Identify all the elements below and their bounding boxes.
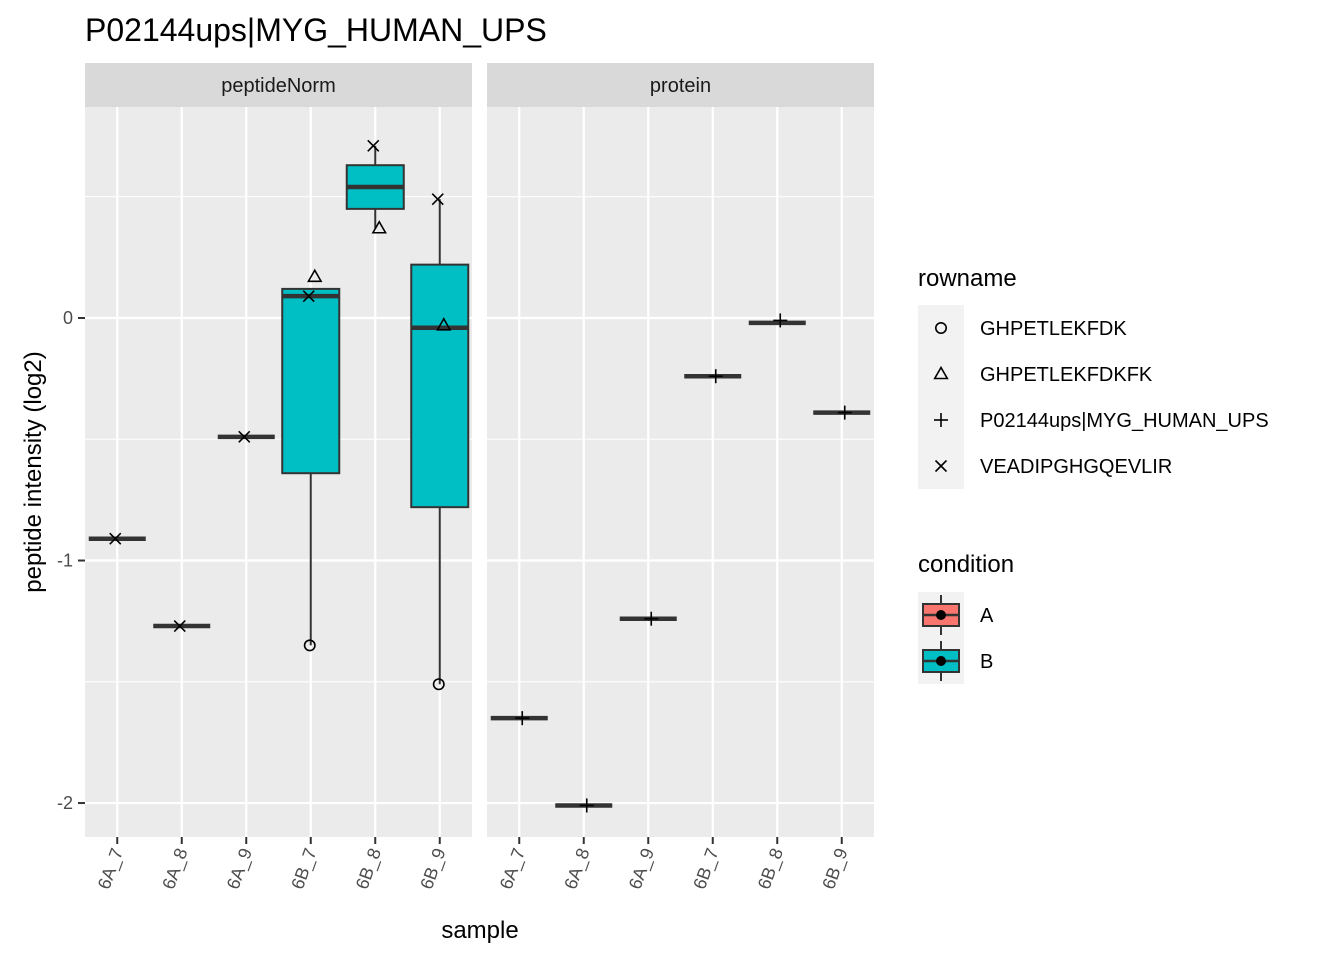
x-tick-label: 6A_7: [496, 846, 530, 893]
y-axis-title: peptide intensity (log2): [20, 351, 47, 592]
point-6A_7: [109, 532, 122, 545]
legend-rowname-entry: P02144ups|MYG_HUMAN_UPS: [934, 410, 1269, 432]
legend-rowname-entry: GHPETLEKFDKFK: [933, 364, 1153, 386]
x-tick-label: 6B_8: [352, 846, 386, 893]
x-tick-label: 6B_9: [416, 846, 450, 893]
box-6B_8: [345, 145, 405, 229]
legend-label: P02144ups|MYG_HUMAN_UPS: [980, 410, 1269, 432]
box-body: [410, 263, 470, 509]
legend-key-cross: [934, 459, 948, 473]
point-6A_9: [238, 430, 251, 443]
legend-condition: condition A B: [918, 551, 1014, 684]
legend-label: GHPETLEKFDK: [980, 318, 1127, 340]
panel-protein: protein: [487, 63, 874, 837]
x-tick-label: 6A_8: [158, 846, 192, 893]
y-tick-label: -1: [57, 551, 73, 571]
point-6A_8: [173, 619, 186, 633]
point-6B_9: [431, 193, 444, 206]
legend-condition-title: condition: [918, 551, 1014, 578]
strip-label: peptideNorm: [221, 75, 336, 97]
strip-label: protein: [650, 75, 711, 97]
legend-label: GHPETLEKFDKFK: [980, 364, 1153, 386]
point-6A_7: [515, 711, 530, 726]
x-tick-label: 6A_8: [560, 846, 594, 893]
legend-key-plus: [934, 413, 948, 427]
point-6B_7: [302, 290, 315, 303]
legend-key-triangle: [933, 365, 949, 380]
panel-background: [487, 107, 874, 837]
point-6B_7: [708, 369, 723, 384]
box-6B_7: [281, 287, 341, 646]
point-6B_9: [436, 317, 452, 331]
strip-background: [487, 63, 874, 107]
x-axis: 6A_7 6A_8 6A_9 6B_7 6B_8 6B_9 6A_7 6A_8 6A_9 6B_7…: [94, 837, 852, 893]
legend-key-dot: [936, 610, 946, 620]
legend-label: A: [980, 605, 994, 627]
box-body: [281, 287, 341, 475]
panel-background: [85, 107, 472, 837]
point-6B_7: [307, 268, 323, 283]
legend-condition-entry: A: [922, 595, 994, 635]
point-6B_8: [371, 220, 387, 234]
x-axis-title: sample: [441, 917, 518, 944]
box-6B_9: [410, 199, 470, 685]
y-axis: 0 -1 -2: [57, 308, 85, 813]
legend-rowname-title: rowname: [918, 265, 1017, 292]
point-6A_9: [644, 611, 659, 626]
legend-key-circle: [934, 321, 947, 334]
panels: peptideNorm protein: [85, 63, 874, 837]
x-tick-label: 6A_9: [625, 846, 659, 893]
y-tick-label: 0: [63, 308, 73, 328]
point-6B_8: [773, 313, 788, 328]
legend-rowname-entry: GHPETLEKFDK: [934, 318, 1127, 340]
point-6A_8: [579, 798, 594, 813]
x-tick-label: 6B_7: [689, 846, 723, 893]
point-6B_9: [432, 678, 445, 691]
panel-peptideNorm: peptideNorm: [85, 63, 472, 837]
legend-label: B: [980, 651, 993, 673]
x-tick-label: 6B_8: [754, 846, 788, 893]
y-tick-label: -2: [57, 793, 73, 813]
point-6B_7: [303, 639, 316, 652]
legend-label: VEADIPGHGQEVLIR: [980, 456, 1172, 478]
x-tick-label: 6B_7: [287, 846, 321, 893]
point-6B_8: [367, 139, 380, 152]
legend-key-dot: [936, 656, 946, 666]
point-6B_9: [837, 405, 852, 420]
x-tick-label: 6A_7: [94, 846, 128, 893]
strip-background: [85, 63, 472, 107]
x-tick-label: 6A_9: [223, 846, 257, 893]
legend-key-background: [918, 305, 964, 489]
x-tick-label: 6B_9: [818, 846, 852, 893]
chart-title: P02144ups|MYG_HUMAN_UPS: [85, 12, 547, 48]
legend-condition-entry: B: [922, 641, 993, 681]
legend-rowname: rowname GHPETLEKFDK GHPETLEKFDKFK P02144up…: [918, 265, 1269, 489]
legend-rowname-entry: VEADIPGHGQEVLIR: [934, 456, 1172, 478]
